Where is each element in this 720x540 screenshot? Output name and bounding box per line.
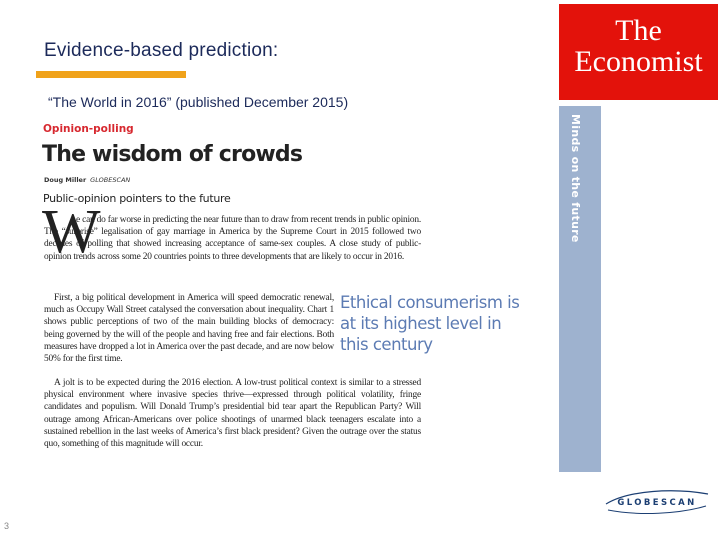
title-underline-bar bbox=[36, 71, 186, 78]
economist-logo-line-1: The bbox=[615, 14, 662, 47]
economist-side-strip: Minds on the future bbox=[559, 106, 601, 472]
article-clipping: Opinion-polling The wisdom of crowds Dou… bbox=[40, 118, 525, 472]
article-byline: Doug Miller GLOBESCAN bbox=[44, 176, 130, 184]
author-name: Doug Miller bbox=[44, 176, 87, 184]
article-paragraph-3: A jolt is to be expected during the 2016… bbox=[44, 378, 421, 450]
page-number: 3 bbox=[4, 521, 10, 531]
economist-logo: The Economist bbox=[559, 4, 718, 100]
globescan-logo-text: GLOBESCAN bbox=[617, 498, 696, 508]
slide-subtitle: “The World in 2016” (published December … bbox=[48, 94, 349, 110]
article-paragraph-1: e can do far worse in predicting the nea… bbox=[44, 215, 421, 262]
article-section-tag: Opinion-polling bbox=[43, 123, 134, 135]
side-strip-text: Minds on the future bbox=[569, 114, 582, 243]
author-role: GLOBESCAN bbox=[90, 176, 131, 184]
article-headline: The wisdom of crowds bbox=[42, 142, 303, 167]
slide-title: Evidence-based prediction: bbox=[44, 40, 279, 61]
article-paragraph-2: First, a big political development in Am… bbox=[44, 293, 334, 365]
globescan-swoosh-icon bbox=[605, 490, 709, 505]
globescan-logo: GLOBESCAN bbox=[605, 490, 709, 514]
globescan-swoosh-lower-icon bbox=[607, 505, 707, 514]
drop-cap: W bbox=[42, 198, 101, 266]
pull-quote: Ethical consumerism is at its highest le… bbox=[340, 293, 520, 354]
economist-logo-line-2: Economist bbox=[574, 45, 703, 78]
article-rubric: Public-opinion pointers to the future bbox=[43, 192, 231, 205]
